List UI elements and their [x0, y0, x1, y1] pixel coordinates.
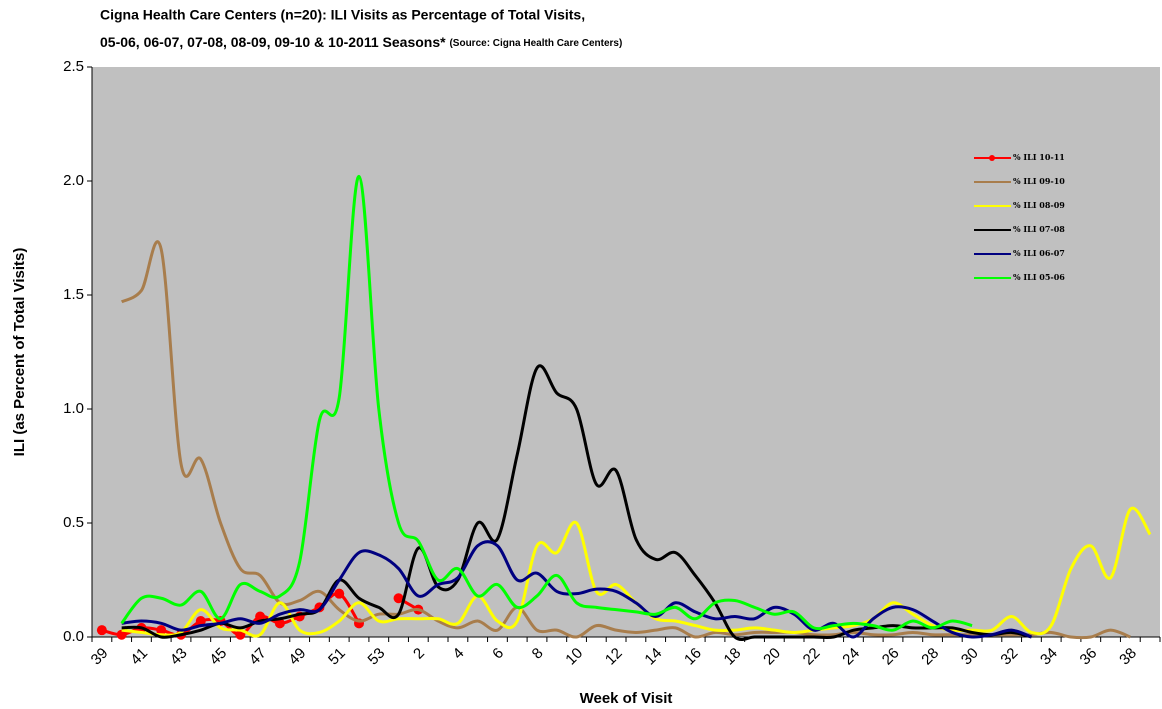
x-tick-label: 4	[450, 645, 468, 663]
x-tick-label: 20	[760, 645, 784, 669]
source-note: (Source: Cigna Health Care Centers)	[449, 38, 622, 49]
legend-label: % ILI 05-06	[1013, 272, 1065, 282]
x-tick-label: 8	[529, 645, 547, 663]
x-tick-label: 53	[365, 645, 389, 669]
x-tick-label: 24	[839, 645, 863, 669]
x-tick-label: 45	[206, 645, 230, 669]
legend-label: % ILI 06-07	[1013, 248, 1065, 258]
point	[393, 593, 404, 604]
point	[96, 625, 107, 636]
legend-label: % ILI 08-09	[1013, 200, 1065, 210]
y-axis-label: ILI (as Percent of Total Visits)	[11, 248, 28, 457]
x-tick-label: 51	[325, 645, 349, 669]
x-axis-label: Week of Visit	[580, 690, 673, 707]
x-tick-label: 32	[997, 645, 1021, 669]
x-tick-label: 30	[958, 645, 982, 669]
x-tick-label: 18	[721, 645, 745, 669]
y-tick-label: 2.5	[63, 58, 84, 75]
x-tick-label: 34	[1037, 645, 1061, 669]
y-tick-label: 1.5	[63, 286, 84, 303]
x-tick-label: 26	[879, 645, 903, 669]
x-tick-label: 10	[562, 645, 586, 669]
x-tick-label: 2	[410, 645, 428, 663]
chart-title: 05-06, 06-07, 07-08, 08-09, 09-10 & 10-2…	[100, 34, 622, 50]
y-tick-label: 2.0	[63, 172, 84, 189]
x-tick-label: 6	[489, 645, 507, 663]
x-tick-label: 41	[127, 645, 151, 669]
series-line	[121, 540, 1032, 639]
x-tick-label: 39	[88, 645, 112, 669]
chart-title: 05-06, 06-07, 07-08, 08-09, 09-10 & 10-2…	[100, 34, 446, 50]
x-tick-label: 38	[1116, 645, 1140, 669]
x-tick-label: 49	[285, 645, 309, 669]
point	[274, 618, 285, 629]
x-tick-label: 36	[1077, 645, 1101, 669]
x-tick-label: 16	[681, 645, 705, 669]
x-tick-label: 47	[246, 645, 270, 669]
legend-label: % ILI 10-11	[1013, 152, 1065, 162]
point	[156, 625, 167, 636]
x-tick-label: 14	[641, 645, 665, 669]
series-line	[120, 174, 973, 632]
chart-title: Cigna Health Care Centers (n=20): ILI Vi…	[100, 7, 585, 23]
point	[195, 616, 206, 627]
legend-label: % ILI 07-08	[1013, 224, 1065, 234]
point	[334, 588, 345, 599]
legend-label: % ILI 09-10	[1013, 176, 1065, 186]
y-tick-label: 0.5	[63, 514, 84, 531]
x-tick-label: 28	[918, 645, 942, 669]
x-tick-label: 22	[800, 645, 824, 669]
point	[116, 629, 127, 640]
point	[255, 611, 266, 622]
x-tick-label: 43	[167, 645, 191, 669]
y-tick-label: 1.0	[63, 400, 84, 417]
x-tick-label: 12	[602, 645, 626, 669]
y-tick-label: 0.0	[63, 628, 84, 645]
plot-area	[92, 67, 1160, 637]
legend-marker	[989, 155, 995, 161]
